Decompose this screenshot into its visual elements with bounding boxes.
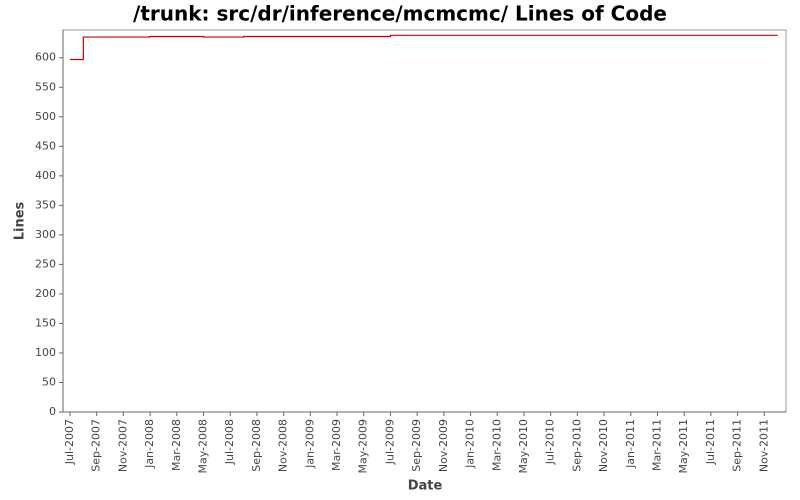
x-tick-label: Sep-2011 [731,419,744,472]
y-tick-label: 200 [35,287,56,300]
x-tick-label: Mar-2009 [330,419,343,471]
x-tick-label: Sep-2008 [250,419,263,472]
y-tick-label: 300 [35,228,56,241]
y-tick-label: 50 [42,375,56,388]
x-tick-label: May-2009 [357,419,370,474]
data-line [70,34,778,61]
x-tick-label: Nov-2007 [116,419,129,472]
x-tick-label: Jan-2008 [143,419,156,469]
chart-title: /trunk: src/dr/inference/mcmcmc/ Lines o… [133,2,667,26]
x-tick-label: Jul-2007 [63,419,76,465]
y-tick-label: 600 [35,51,56,64]
x-tick-label: May-2011 [677,419,690,474]
y-tick-label: 550 [35,80,56,93]
y-tick-label: 0 [49,405,56,418]
y-tick-label: 350 [35,198,56,211]
x-tick-label: May-2008 [197,419,210,474]
y-tick-label: 250 [35,257,56,270]
x-tick-label: Nov-2009 [437,419,450,472]
x-tick-label: Jan-2010 [464,419,477,469]
y-tick-label: 500 [35,110,56,123]
y-tick-label: 450 [35,139,56,152]
x-tick-label: Mar-2008 [170,419,183,471]
x-tick-label: Nov-2008 [277,419,290,472]
x-tick-label: Nov-2011 [757,419,770,472]
x-tick-label: Sep-2010 [570,419,583,472]
y-tick-label: 400 [35,169,56,182]
x-tick-label: Jan-2011 [624,419,637,469]
y-tick-label: 100 [35,346,56,359]
x-tick-label: Sep-2007 [90,419,103,472]
x-tick-label: Jul-2010 [544,419,557,465]
x-tick-label: Jan-2009 [303,419,316,469]
x-tick-label: Nov-2010 [597,419,610,472]
y-tick-label: 150 [35,316,56,329]
x-tick-label: Jul-2009 [383,419,396,465]
x-tick-label: Jul-2008 [223,419,236,465]
x-axis-label: Date [408,479,443,494]
x-tick-label: Jul-2011 [704,419,717,465]
x-tick-label: Mar-2011 [650,419,663,471]
y-axis-label: Lines [13,201,28,240]
x-tick-label: May-2010 [517,419,530,474]
x-tick-label: Mar-2010 [490,419,503,471]
x-tick-label: Sep-2009 [410,419,423,472]
